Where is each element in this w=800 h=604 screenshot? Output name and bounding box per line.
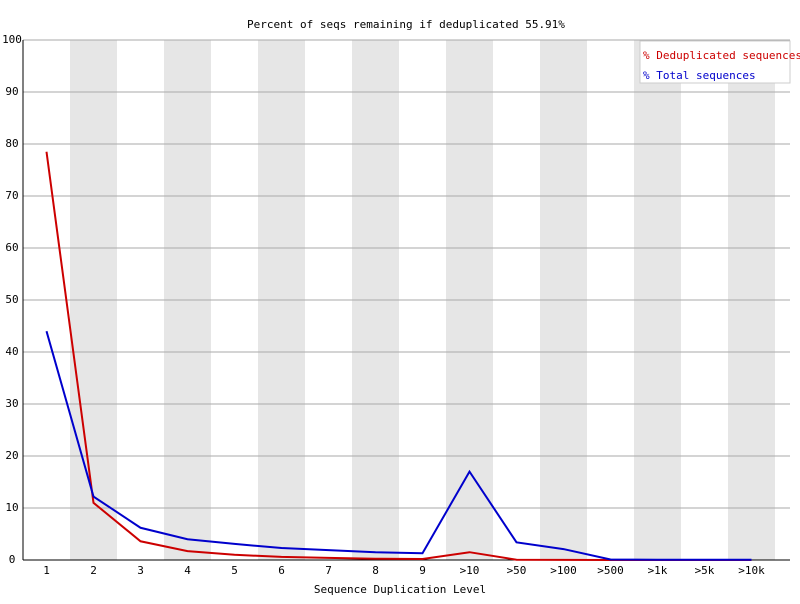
y-tick-label: 70: [5, 189, 18, 202]
data-line: [45, 330, 752, 561]
x-tick-label: 6: [278, 564, 285, 577]
legend-entry: % Deduplicated sequences: [643, 49, 800, 62]
legend-box: [639, 40, 791, 84]
x-tick-label: >1k: [648, 564, 668, 577]
y-tick-label: 0: [9, 553, 16, 566]
x-tick-label: >10k: [738, 564, 765, 577]
x-tick-label: 1: [43, 564, 50, 577]
y-tick-label: 20: [5, 449, 18, 462]
y-tick-label: 50: [5, 293, 18, 306]
x-tick-label: >100: [550, 564, 577, 577]
x-tick-label: 7: [325, 564, 332, 577]
y-tick-label: 90: [5, 85, 18, 98]
x-tick-label: 4: [184, 564, 191, 577]
y-tick-label: 100: [2, 33, 22, 46]
x-tick-label: >10: [460, 564, 480, 577]
x-tick-label: 5: [231, 564, 238, 577]
y-tick-label: 40: [5, 345, 18, 358]
y-tick-label: 80: [5, 137, 18, 150]
y-tick-label: 10: [5, 501, 18, 514]
x-tick-label: 3: [137, 564, 144, 577]
x-tick-label: 8: [372, 564, 379, 577]
x-tick-label: 9: [419, 564, 426, 577]
x-axis-label: Sequence Duplication Level: [314, 583, 486, 596]
legend-entry: % Total sequences: [643, 69, 756, 82]
y-tick-label: 30: [5, 397, 18, 410]
x-tick-label: 2: [90, 564, 97, 577]
x-tick-label: >500: [597, 564, 624, 577]
x-tick-label: >5k: [695, 564, 715, 577]
chart-title: Percent of seqs remaining if deduplicate…: [247, 18, 565, 31]
y-tick-label: 60: [5, 241, 18, 254]
x-tick-label: >50: [507, 564, 527, 577]
